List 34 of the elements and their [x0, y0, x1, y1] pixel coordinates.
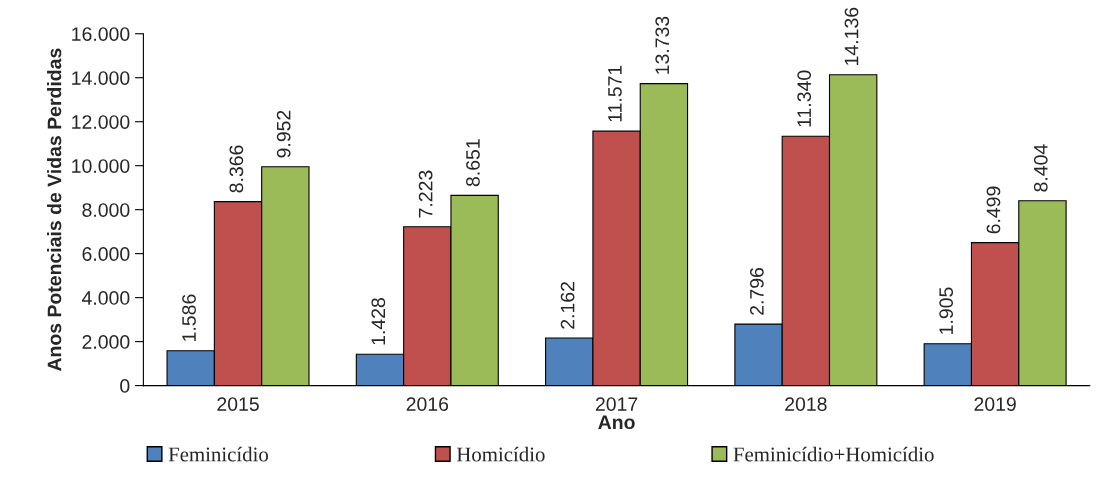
y-axis-title: Anos Potenciais de Vidas Perdidas	[47, 48, 62, 372]
legend-label: Feminicídio	[168, 446, 268, 462]
data-label: 6.499	[986, 186, 1001, 234]
data-label: 11.340	[797, 70, 812, 127]
y-tick-label: 6.000	[82, 247, 130, 261]
y-tick-label: 0	[120, 379, 130, 393]
x-axis-title: Ano	[598, 415, 635, 430]
y-tick-label: 16.000	[72, 27, 130, 41]
y-tick-label: 4.000	[81, 291, 130, 305]
y-tick-label: 14.000	[72, 71, 130, 85]
y-tick-label: 10.000	[72, 159, 130, 173]
y-tick-label: 2.000	[82, 335, 130, 349]
x-tick-label: 2018	[785, 397, 827, 411]
data-label: 8.366	[229, 145, 244, 193]
data-label: 13.733	[655, 16, 670, 74]
legend-label: Homicídio	[456, 446, 545, 462]
data-label: 8.651	[466, 139, 480, 187]
y-tick-label: 12.000	[72, 115, 130, 129]
x-tick-label: 2019	[974, 397, 1016, 411]
data-label: 7.223	[418, 170, 433, 218]
data-label: 1.586	[182, 294, 196, 341]
y-tick-label: 8.000	[82, 203, 130, 217]
x-tick-label: 2017	[595, 397, 638, 411]
data-label: 9.952	[276, 110, 291, 158]
data-label: 11.571	[608, 65, 622, 122]
legend-label: Feminicídio+Homicídio	[733, 446, 934, 462]
x-tick-label: 2016	[406, 397, 449, 411]
data-label: 14.136	[844, 7, 859, 65]
x-tick-label: 2015	[217, 397, 259, 411]
data-label: 2.162	[560, 282, 575, 329]
data-label: 8.404	[1033, 144, 1048, 192]
data-label: 1.428	[371, 298, 386, 345]
data-label: 1.905	[939, 287, 954, 334]
data-label: 2.796	[749, 267, 764, 315]
